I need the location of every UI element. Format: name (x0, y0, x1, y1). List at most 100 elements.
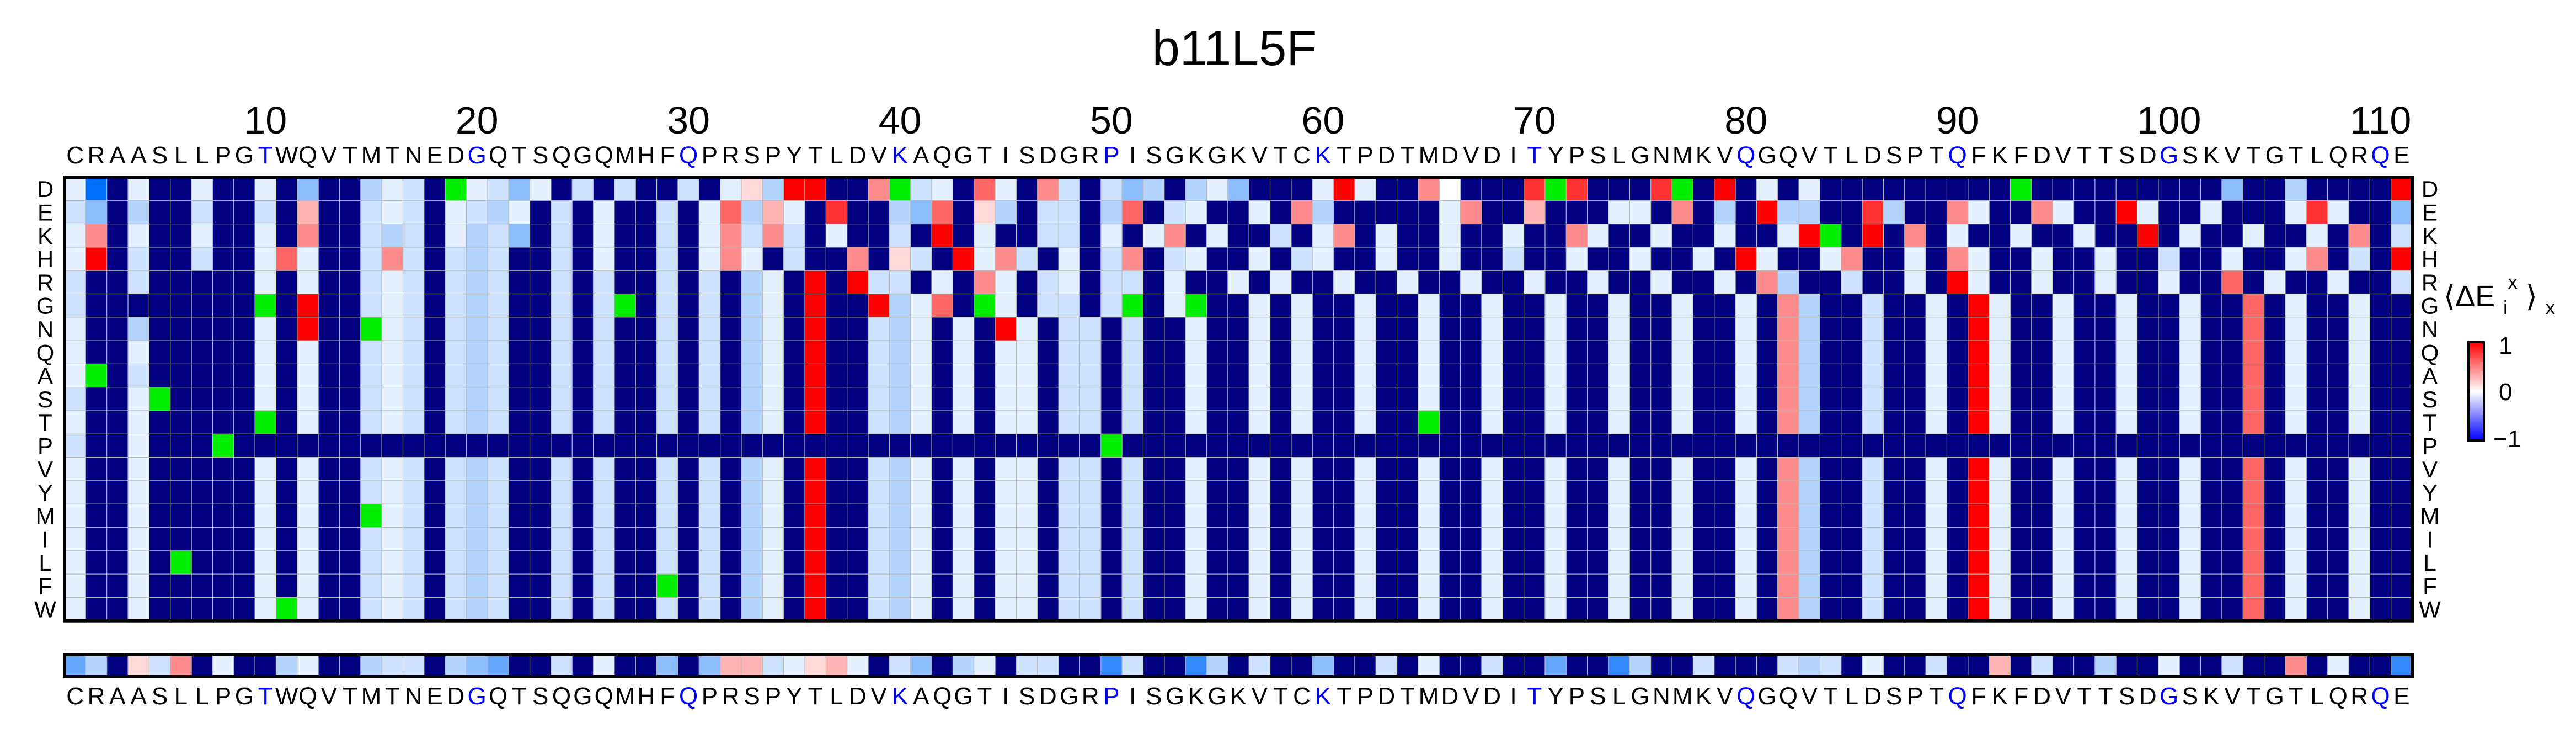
cell-E-50 (1100, 200, 1123, 225)
colorbar-tick-min: −1 (2493, 426, 2521, 453)
cell-M-99 (2136, 503, 2159, 528)
cell-Q-22 (508, 340, 531, 365)
cell-M-93 (2010, 503, 2032, 528)
cell-M-98 (2115, 503, 2138, 528)
cell-A-106 (2285, 363, 2307, 388)
cell-Y-101 (2179, 480, 2201, 505)
cell-V-63 (1375, 456, 1398, 481)
cell-R-107 (2306, 270, 2328, 295)
cell-E-89 (1925, 200, 1948, 225)
summary-cell-51 (1121, 654, 1144, 677)
cell-G-32 (720, 293, 742, 318)
cell-P-22 (508, 433, 531, 458)
cell-I-103 (2221, 527, 2244, 551)
cell-E-27 (614, 200, 637, 225)
summary-cell-78 (1692, 654, 1715, 677)
cell-S-29 (656, 387, 678, 411)
cell-V-103 (2221, 456, 2244, 481)
cell-I-79 (1714, 527, 1736, 551)
cell-Q-81 (1756, 340, 1778, 365)
cell-A-78 (1692, 363, 1715, 388)
cell-W-108 (2327, 597, 2349, 621)
cell-V-53 (1164, 456, 1187, 481)
cell-M-47 (1037, 503, 1059, 528)
colorbar-label: ⟨ΔE i x ⟩ x (2444, 262, 2555, 321)
cell-Q-103 (2221, 340, 2244, 365)
cell-Q-13 (318, 340, 340, 365)
cell-Q-16 (381, 340, 404, 365)
cell-L-41 (910, 550, 932, 575)
cell-Y-26 (592, 480, 615, 505)
aa-label-right-K: K (2422, 223, 2438, 249)
cell-D-24 (551, 177, 573, 201)
cell-N-105 (2264, 317, 2286, 341)
cell-N-16 (381, 317, 404, 341)
cell-Y-91 (1968, 480, 1990, 505)
bottom-residue-69: I (1510, 683, 1516, 710)
cell-K-87 (1883, 224, 1905, 248)
cell-M-56 (1227, 503, 1250, 528)
cell-Q-20 (466, 340, 488, 365)
cell-H-50 (1100, 247, 1123, 272)
cell-R-110 (2369, 270, 2392, 295)
summary-cell-37 (825, 654, 848, 677)
cell-L-101 (2179, 550, 2201, 575)
colorbar-tick-max: 1 (2499, 332, 2512, 359)
cell-N-50 (1100, 317, 1123, 341)
cell-W-19 (445, 597, 467, 621)
cell-A-98 (2115, 363, 2138, 388)
cell-I-21 (487, 527, 510, 551)
cell-P-35 (783, 433, 805, 458)
cell-V-81 (1756, 456, 1778, 481)
cell-G-28 (635, 293, 658, 318)
cell-P-5 (148, 433, 171, 458)
cell-F-72 (1565, 573, 1588, 598)
cell-D-69 (1502, 177, 1525, 201)
cell-W-99 (2136, 597, 2159, 621)
cell-P-49 (1079, 433, 1102, 458)
cell-F-96 (2073, 573, 2096, 598)
cell-E-52 (1142, 200, 1165, 225)
cell-E-15 (360, 200, 383, 225)
bottom-residue-14: T (343, 683, 357, 710)
cell-I-110 (2369, 527, 2392, 551)
cell-I-65 (1418, 527, 1440, 551)
cell-N-23 (529, 317, 552, 341)
cell-I-93 (2010, 527, 2032, 551)
cell-F-51 (1121, 573, 1144, 598)
cell-G-89 (1925, 293, 1948, 318)
cell-H-111 (2391, 247, 2413, 272)
aa-label-right-G: G (2421, 293, 2439, 319)
cell-Q-109 (2348, 340, 2371, 365)
cell-L-62 (1354, 550, 1377, 575)
cell-G-77 (1671, 293, 1694, 318)
cell-T-70 (1524, 410, 1546, 435)
cell-E-100 (2158, 200, 2180, 225)
summary-cell-22 (508, 654, 531, 677)
cell-P-20 (466, 433, 488, 458)
cell-A-57 (1248, 363, 1271, 388)
cell-N-76 (1650, 317, 1672, 341)
cell-N-60 (1312, 317, 1334, 341)
summary-cell-100 (2158, 654, 2180, 677)
cell-A-72 (1565, 363, 1588, 388)
cell-F-102 (2200, 573, 2222, 598)
cell-Y-77 (1671, 480, 1694, 505)
cell-W-15 (360, 597, 383, 621)
top-residue-105: G (2265, 142, 2284, 169)
top-residue-1: C (66, 142, 84, 169)
cell-T-108 (2327, 410, 2349, 435)
cell-W-42 (931, 597, 954, 621)
cell-R-46 (1016, 270, 1038, 295)
cell-P-59 (1291, 433, 1313, 458)
aa-label-left-V: V (38, 456, 53, 482)
cell-F-3 (106, 573, 129, 598)
cell-T-32 (720, 410, 742, 435)
cell-E-81 (1756, 200, 1778, 225)
top-residue-29: F (660, 142, 675, 169)
cell-P-78 (1692, 433, 1715, 458)
cell-P-31 (698, 433, 721, 458)
summary-cell-110 (2369, 654, 2392, 677)
cell-V-88 (1904, 456, 1927, 481)
cell-L-42 (931, 550, 954, 575)
